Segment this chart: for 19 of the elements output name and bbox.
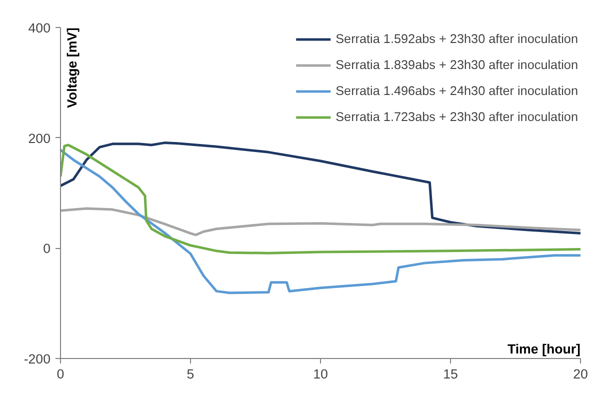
x-tick-label: 10 xyxy=(313,366,328,382)
legend-label: Serratia 1.723abs + 23h30 after inoculation xyxy=(336,110,578,124)
x-tick-label: 20 xyxy=(573,366,588,382)
y-tick-label: 400 xyxy=(28,20,51,36)
line-series xyxy=(60,142,580,235)
legend-label: Serratia 1.839abs + 23h30 after inoculation xyxy=(336,58,578,72)
x-tick-label: 15 xyxy=(443,366,458,382)
y-tick-label: -200 xyxy=(24,352,51,366)
line-series xyxy=(60,148,580,294)
legend-label: Serratia 1.496abs + 24h30 after inoculation xyxy=(336,84,578,98)
x-tick-label: 5 xyxy=(186,366,194,382)
y-tick-label: 200 xyxy=(28,130,51,146)
x-axis-title: Time [hour] xyxy=(507,342,581,356)
y-tick-label: 0 xyxy=(43,241,51,256)
y-axis-title: Voltage [mV] xyxy=(64,27,80,108)
legend-label: Serratia 1.592abs + 23h30 after inoculation xyxy=(336,32,578,46)
line-series xyxy=(60,207,580,236)
x-tick-label: 0 xyxy=(56,366,64,382)
line-series xyxy=(60,144,580,254)
